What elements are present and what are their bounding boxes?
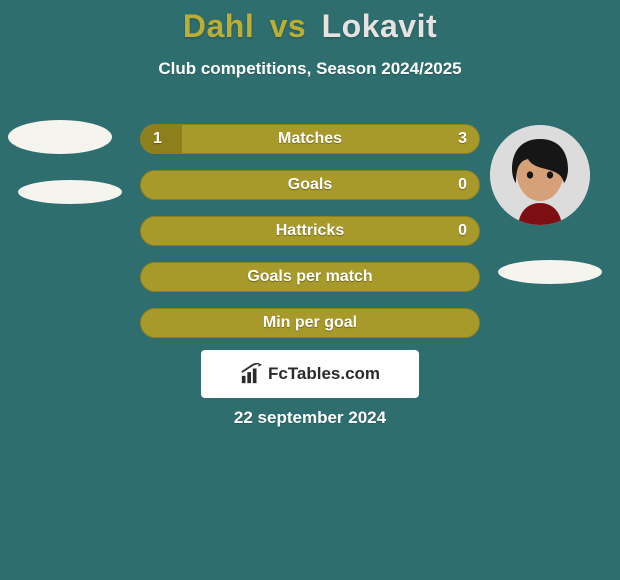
stat-bar: Goals per match	[140, 262, 480, 292]
chart-title: Dahl vs Lokavit	[0, 0, 620, 45]
stat-bar: Matches1 3	[140, 124, 480, 154]
player1-avatar-shadow	[18, 180, 122, 204]
stat-bar-left-value: 1	[153, 125, 162, 153]
stat-bar: Min per goal	[140, 308, 480, 338]
brand-box: FcTables.com	[201, 350, 419, 398]
avatar-eye-right	[547, 171, 553, 178]
player2-avatar	[490, 125, 590, 225]
stat-bar-right-value: 0	[458, 171, 467, 199]
stat-bar-label: Goals	[141, 171, 479, 199]
stat-bar-label: Goals per match	[141, 263, 479, 291]
title-vs: vs	[270, 8, 307, 44]
stat-bar-right-value: 0	[458, 217, 467, 245]
stat-bar-label: Hattricks	[141, 217, 479, 245]
player2-face-icon	[490, 125, 590, 225]
brand-chart-icon	[240, 363, 262, 385]
stats-bars: Matches13Goals0Hattricks0Goals per match…	[140, 124, 480, 354]
title-player2: Lokavit	[322, 8, 438, 44]
stat-bar: Goals0	[140, 170, 480, 200]
chart-canvas: Dahl vs Lokavit Club competitions, Seaso…	[0, 0, 620, 580]
chart-date: 22 september 2024	[0, 408, 620, 428]
avatar-eye-left	[527, 171, 533, 178]
stat-bar-label: Min per goal	[141, 309, 479, 337]
stat-bar: Hattricks0	[140, 216, 480, 246]
title-player1: Dahl	[183, 8, 254, 44]
player1-avatar	[8, 120, 112, 154]
player2-avatar-shadow	[498, 260, 602, 284]
chart-subtitle: Club competitions, Season 2024/2025	[0, 59, 620, 79]
stat-bar-label: Matches	[141, 125, 479, 153]
brand-text: FcTables.com	[268, 364, 380, 384]
stat-bar-right-value: 3	[458, 125, 467, 153]
